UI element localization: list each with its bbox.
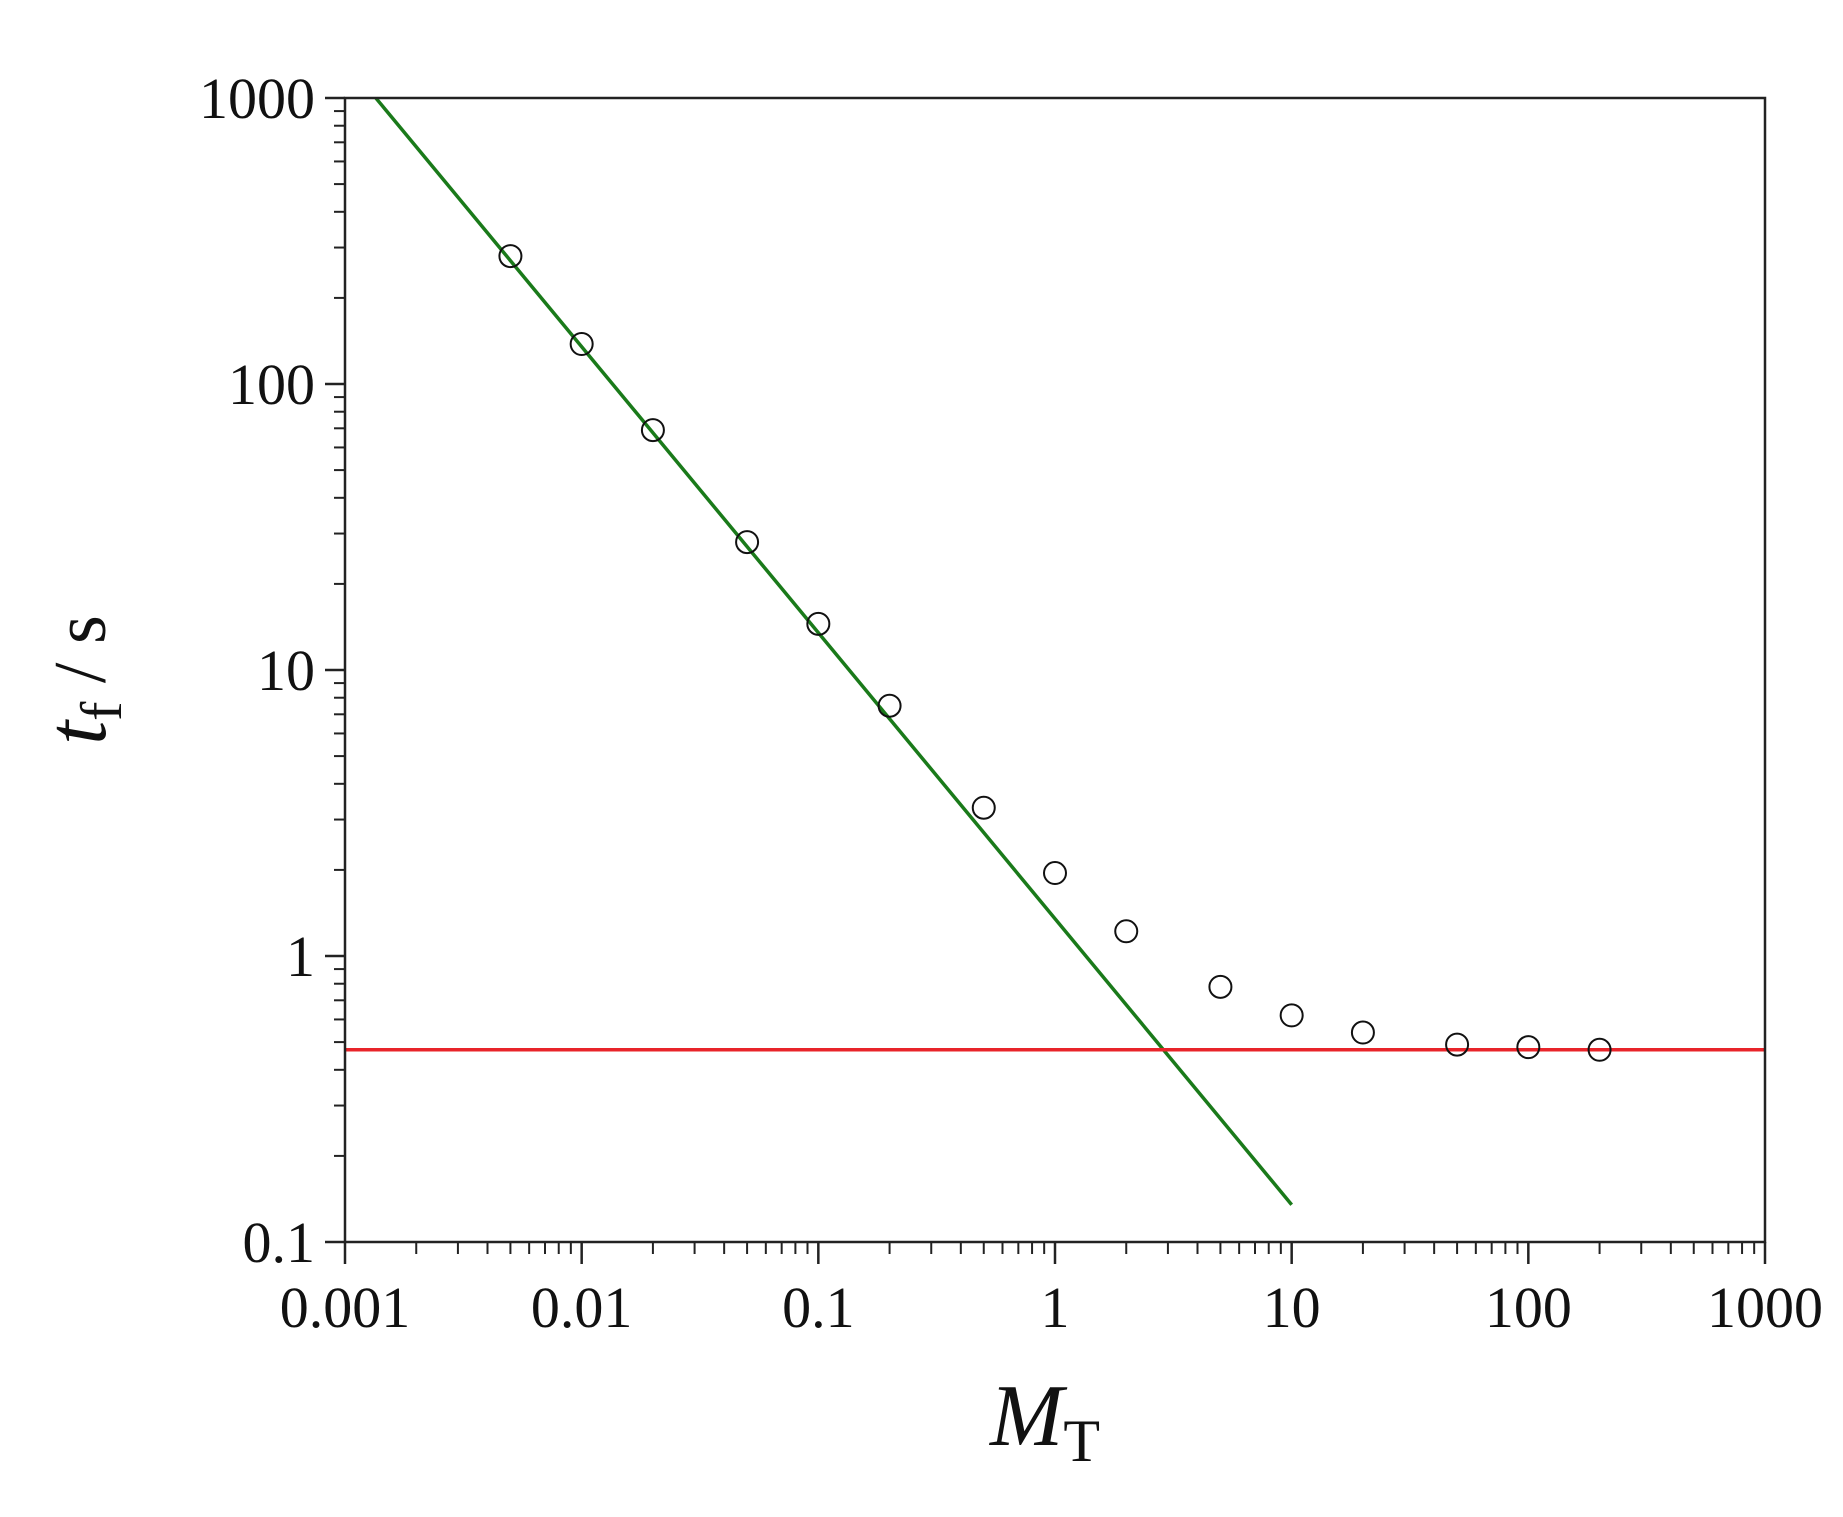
points-layer xyxy=(498,244,1612,1062)
y-axis-title-main: t xyxy=(28,719,124,745)
ticks-layer xyxy=(325,96,1767,1264)
data-point xyxy=(1516,1035,1541,1060)
data-point xyxy=(1587,1037,1612,1062)
x-tick-label: 0.001 xyxy=(280,1275,411,1340)
x-tick-label: 1000 xyxy=(1707,1275,1823,1340)
lines-layer xyxy=(345,96,1765,1206)
data-point xyxy=(498,244,523,269)
data-point xyxy=(1043,861,1067,886)
data-point xyxy=(735,530,760,555)
plot-frame xyxy=(343,96,1767,1244)
x-axis-title-sub: T xyxy=(1063,1408,1100,1474)
y-axis-title: tf / s xyxy=(28,615,134,745)
x-tick-label: 0.1 xyxy=(782,1275,855,1340)
data-point xyxy=(640,418,665,443)
data-point xyxy=(877,693,902,718)
x-tick-label: 1 xyxy=(1041,1275,1070,1340)
x-tick-label: 10 xyxy=(1263,1275,1321,1340)
y-tick-label: 1 xyxy=(286,924,315,989)
data-point xyxy=(971,795,996,820)
data-point xyxy=(806,611,831,636)
data-point xyxy=(1445,1032,1470,1057)
y-tick-label: 0.1 xyxy=(243,1210,316,1275)
data-point xyxy=(1114,919,1139,944)
data-point xyxy=(1208,974,1233,999)
labels-layer: 0.001 0.01 0.1 1 10 100 1000 0.1 1 10 100 1000 xyxy=(199,66,1823,1340)
fit-line-1 xyxy=(374,96,1294,1206)
data-point xyxy=(1350,1020,1375,1045)
y-axis-title-unit: / s xyxy=(40,615,122,701)
y-tick-label: 1000 xyxy=(199,66,315,131)
x-tick-label: 0.01 xyxy=(531,1275,633,1340)
data-point xyxy=(1279,1003,1304,1028)
y-tick-label: 100 xyxy=(228,352,315,417)
y-tick-label: 10 xyxy=(257,638,315,703)
data-point xyxy=(569,331,594,356)
x-tick-label: 100 xyxy=(1485,1275,1572,1340)
x-axis-title-main: M xyxy=(988,1368,1068,1465)
y-axis-title-sub: f xyxy=(69,701,134,721)
x-axis-title: MT xyxy=(988,1368,1100,1474)
